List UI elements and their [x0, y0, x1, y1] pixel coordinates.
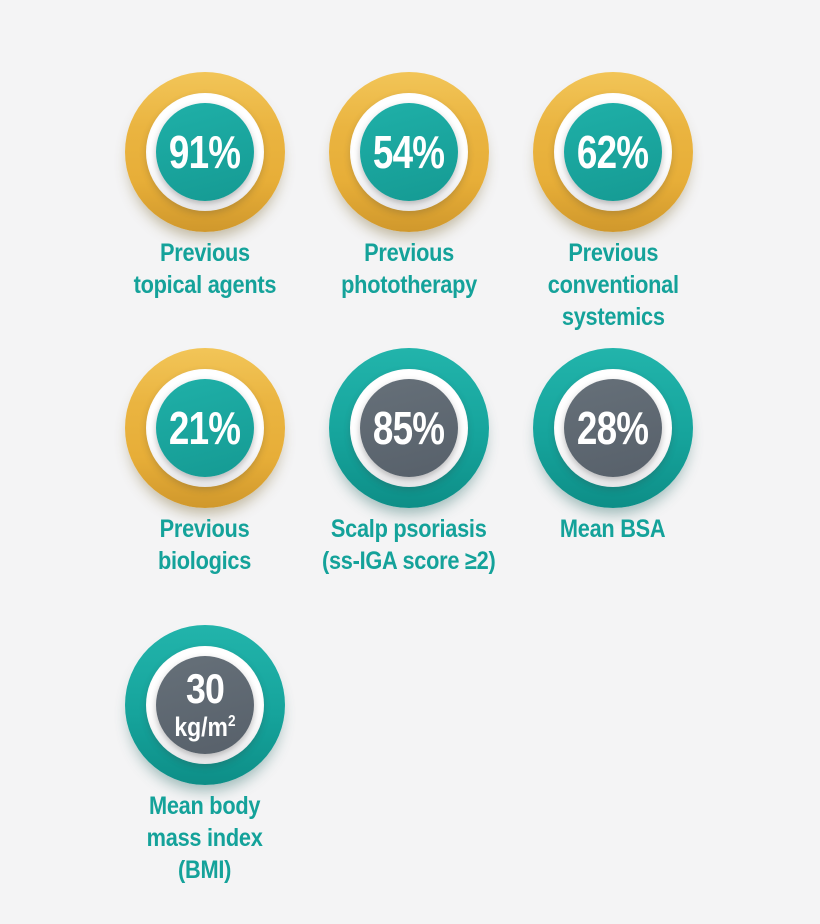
stat-label: Mean body mass index (BMI): [147, 792, 263, 884]
stat-badge-previous-topical-agents: 91% Previous topical agents: [69, 26, 341, 301]
badge-inner-disc: 91%: [146, 93, 264, 211]
badge-ring-gold: 21%: [125, 348, 285, 508]
badge-core: 85%: [360, 379, 458, 477]
stat-value: 62%: [577, 126, 649, 178]
badge-inner-disc: 85%: [350, 369, 468, 487]
stat-badge-previous-conventional-systemics: 62% Previous conventional systemics: [477, 26, 749, 333]
stat-value: 91%: [169, 126, 241, 178]
stat-label: Previous conventional systemics: [547, 239, 679, 331]
badge-ring-teal: 85%: [329, 348, 489, 508]
stat-value-unit: kg/m2: [174, 711, 236, 742]
badge-inner-disc: 28%: [554, 369, 672, 487]
badge-ring-teal: 28%: [533, 348, 693, 508]
stat-value: 85%: [373, 402, 445, 454]
badge-ring-teal: 30 kg/m2: [125, 625, 285, 785]
badge-inner-disc: 54%: [350, 93, 468, 211]
stat-value: 30 kg/m2: [174, 664, 236, 742]
stat-badge-scalp-psoriasis: 85% Scalp psoriasis (ss-IGA score ≥2): [273, 302, 545, 577]
stat-label: Previous phototherapy: [341, 239, 477, 299]
stat-value: 54%: [373, 126, 445, 178]
badge-ring-gold: 54%: [329, 72, 489, 232]
unit-superscript: 2: [228, 712, 236, 730]
stat-label: Mean BSA: [560, 515, 666, 543]
badge-inner-disc: 21%: [146, 369, 264, 487]
stat-value-number: 30: [185, 664, 225, 712]
stat-badge-mean-bmi: 30 kg/m2 Mean body mass index (BMI): [69, 579, 341, 886]
badge-core: 54%: [360, 103, 458, 201]
badge-core: 28%: [564, 379, 662, 477]
badge-ring-gold: 62%: [533, 72, 693, 232]
stat-value: 28%: [577, 402, 649, 454]
badge-core: 91%: [156, 103, 254, 201]
badge-ring-gold: 91%: [125, 72, 285, 232]
stat-label: Scalp psoriasis (ss-IGA score ≥2): [322, 515, 496, 575]
badge-inner-disc: 62%: [554, 93, 672, 211]
stat-label: Previous topical agents: [133, 239, 277, 299]
badge-inner-disc: 30 kg/m2: [146, 646, 264, 764]
stat-badge-previous-biologics: 21% Previous biologics: [69, 302, 341, 577]
badge-core: 30 kg/m2: [156, 656, 254, 754]
stat-badge-previous-phototherapy: 54% Previous phototherapy: [273, 26, 545, 301]
stat-badge-mean-bsa: 28% Mean BSA: [477, 302, 749, 574]
stat-value: 21%: [169, 402, 241, 454]
badge-core: 62%: [564, 103, 662, 201]
badge-core: 21%: [156, 379, 254, 477]
stat-label: Previous biologics: [158, 515, 252, 575]
